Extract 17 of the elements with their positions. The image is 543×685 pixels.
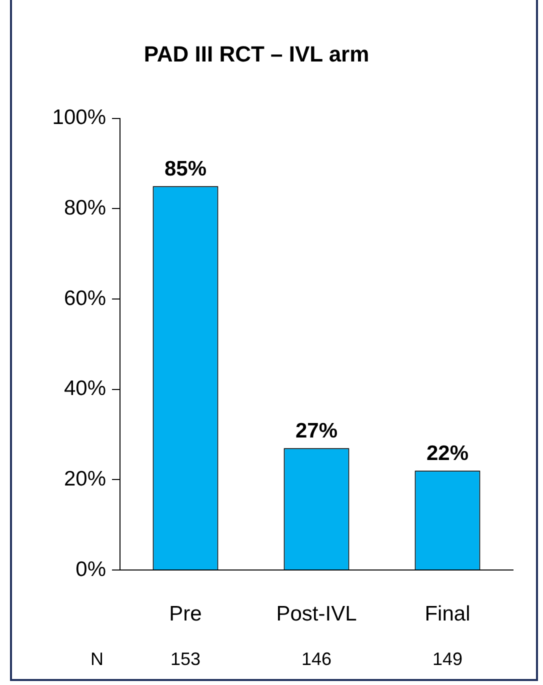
text: N [90, 648, 104, 669]
data-label: 22% [426, 442, 469, 465]
x-tick-label: Post-IVL [276, 602, 357, 626]
data-label: 27% [295, 419, 338, 442]
x-tick-label: Pre [169, 602, 202, 626]
x-tick-label: Final [424, 602, 470, 626]
y-tick-label: 60% [64, 286, 106, 310]
data-label: 85% [164, 157, 207, 180]
text: 153 [170, 648, 201, 669]
y-tick-label: 80% [64, 196, 106, 220]
y-tick-label: 100% [52, 106, 106, 130]
y-tick-label: 40% [64, 377, 106, 400]
text: 149 [432, 648, 463, 669]
y-tick-label: 20% [64, 467, 106, 490]
text: 146 [301, 648, 332, 669]
y-tick-label: 0% [76, 558, 106, 581]
chart-title: PAD III RCT – IVL arm [144, 41, 370, 66]
